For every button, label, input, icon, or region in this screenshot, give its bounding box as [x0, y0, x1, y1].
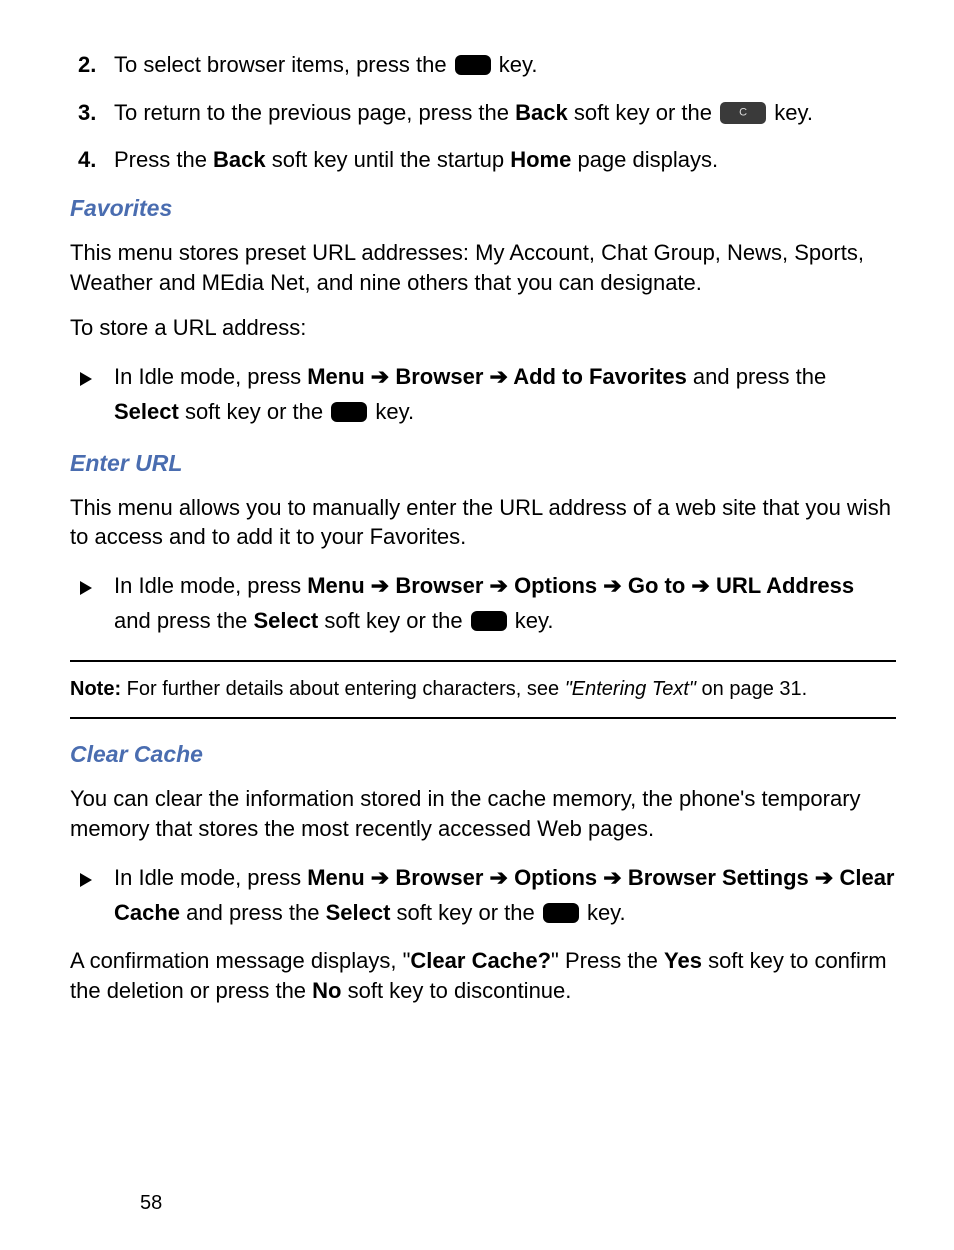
browser-label: Browser	[395, 364, 483, 389]
menu-label: Menu	[307, 865, 364, 890]
select-label: Select	[253, 608, 318, 633]
text: A confirmation message displays, "	[70, 948, 410, 973]
text: key.	[493, 52, 538, 77]
ok-key-icon	[331, 402, 367, 422]
page-number: 58	[140, 1190, 162, 1217]
text: soft key or the	[568, 100, 718, 125]
arrow-icon: ➔	[597, 865, 628, 890]
step-number: 3.	[70, 98, 114, 128]
step-3: 3. To return to the previous page, press…	[70, 98, 896, 128]
bullet-body: In Idle mode, press Menu ➔ Browser ➔ Add…	[114, 359, 896, 429]
text: soft key or the	[318, 608, 468, 633]
text: and press the	[114, 608, 253, 633]
text: key.	[369, 399, 414, 424]
note-text: on page 31.	[696, 678, 807, 700]
clear-cache-prompt: Clear Cache?	[410, 948, 551, 973]
url-address-label: URL Address	[716, 573, 854, 598]
note-label: Note:	[70, 678, 121, 700]
clear-cache-p2: A confirmation message displays, "Clear …	[70, 946, 896, 1005]
back-label: Back	[213, 147, 266, 172]
text: soft key or the	[390, 900, 540, 925]
arrow-icon: ➔	[483, 865, 514, 890]
options-label: Options	[514, 865, 597, 890]
arrow-icon: ➔	[483, 573, 514, 598]
select-label: Select	[114, 399, 179, 424]
browser-settings-label: Browser Settings	[628, 865, 809, 890]
step-body: To select browser items, press the key.	[114, 50, 896, 80]
step-2: 2. To select browser items, press the ke…	[70, 50, 896, 80]
step-body: To return to the previous page, press th…	[114, 98, 896, 128]
menu-label: Menu	[307, 364, 364, 389]
step-4: 4. Press the Back soft key until the sta…	[70, 145, 896, 175]
enter-url-heading: Enter URL	[70, 448, 896, 479]
text: key.	[581, 900, 626, 925]
text: and press the	[687, 364, 826, 389]
c-key-icon	[720, 102, 766, 124]
text: In Idle mode, press	[114, 364, 307, 389]
add-favorites-label: Add to Favorites	[513, 364, 687, 389]
browser-label: Browser	[395, 865, 483, 890]
step-number: 2.	[70, 50, 114, 80]
enter-url-bullet: In Idle mode, press Menu ➔ Browser ➔ Opt…	[70, 568, 896, 638]
step-number: 4.	[70, 145, 114, 175]
bullet-body: In Idle mode, press Menu ➔ Browser ➔ Opt…	[114, 860, 896, 930]
browser-label: Browser	[395, 573, 483, 598]
favorites-p2: To store a URL address:	[70, 313, 896, 343]
text: To select browser items, press the	[114, 52, 453, 77]
ok-key-icon	[543, 903, 579, 923]
no-label: No	[312, 978, 341, 1003]
select-label: Select	[326, 900, 391, 925]
arrow-icon: ➔	[365, 573, 396, 598]
back-label: Back	[515, 100, 568, 125]
text: soft key or the	[179, 399, 329, 424]
yes-label: Yes	[664, 948, 702, 973]
favorites-bullet: In Idle mode, press Menu ➔ Browser ➔ Add…	[70, 359, 896, 429]
text: In Idle mode, press	[114, 573, 307, 598]
home-label: Home	[510, 147, 571, 172]
bullet-arrow-icon	[70, 860, 114, 930]
text: Press the	[114, 147, 213, 172]
clear-cache-bullet: In Idle mode, press Menu ➔ Browser ➔ Opt…	[70, 860, 896, 930]
text: page displays.	[571, 147, 718, 172]
arrow-icon: ➔	[365, 865, 396, 890]
favorites-heading: Favorites	[70, 193, 896, 224]
menu-label: Menu	[307, 573, 364, 598]
ok-key-icon	[471, 611, 507, 631]
text: In Idle mode, press	[114, 865, 307, 890]
arrow-icon: ➔	[597, 573, 628, 598]
text: key.	[509, 608, 554, 633]
favorites-p1: This menu stores preset URL addresses: M…	[70, 238, 896, 297]
text: key.	[768, 100, 813, 125]
arrow-icon: ➔	[365, 364, 396, 389]
arrow-icon: ➔	[809, 865, 840, 890]
text: soft key until the startup	[266, 147, 511, 172]
bullet-arrow-icon	[70, 359, 114, 429]
text: soft key to discontinue.	[341, 978, 571, 1003]
clear-cache-heading: Clear Cache	[70, 739, 896, 770]
arrow-icon: ➔	[483, 364, 513, 389]
arrow-icon: ➔	[685, 573, 716, 598]
text: and press the	[180, 900, 326, 925]
note-reference: "Entering Text"	[565, 678, 696, 700]
clear-cache-p1: You can clear the information stored in …	[70, 784, 896, 843]
note-text: For further details about entering chara…	[121, 678, 565, 700]
goto-label: Go to	[628, 573, 685, 598]
enter-url-p1: This menu allows you to manually enter t…	[70, 493, 896, 552]
ok-key-icon	[455, 55, 491, 75]
text: " Press the	[551, 948, 664, 973]
bullet-arrow-icon	[70, 568, 114, 638]
note-box: Note: For further details about entering…	[70, 660, 896, 719]
bullet-body: In Idle mode, press Menu ➔ Browser ➔ Opt…	[114, 568, 896, 638]
text: To return to the previous page, press th…	[114, 100, 515, 125]
options-label: Options	[514, 573, 597, 598]
step-body: Press the Back soft key until the startu…	[114, 145, 896, 175]
